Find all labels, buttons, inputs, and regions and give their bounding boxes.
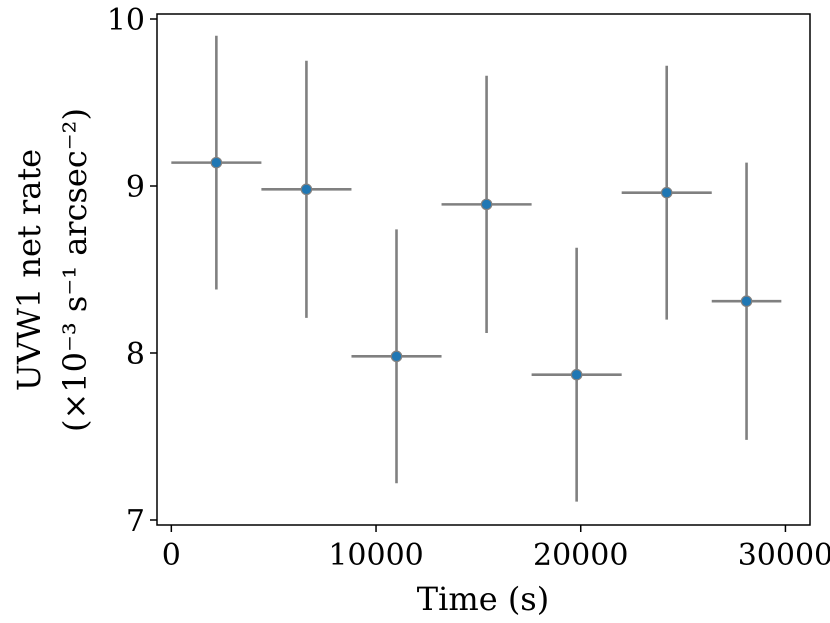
data-point xyxy=(570,368,583,381)
y-tick-label: 8 xyxy=(126,337,145,372)
plot-layer xyxy=(171,35,782,502)
data-point xyxy=(480,198,493,211)
data-point xyxy=(390,350,403,363)
y-axis-title: UVW1 net rate xyxy=(10,149,48,391)
x-tick-label: 0 xyxy=(162,538,181,573)
data-point xyxy=(300,183,313,196)
y-tick-label: 10 xyxy=(107,3,145,38)
axis-layer: 0 10000 20000 30000 7 8 9 10 xyxy=(107,3,830,573)
data-point xyxy=(210,156,223,169)
x-axis-title: Time (s) xyxy=(417,580,549,618)
x-tick-label: 10000 xyxy=(328,538,423,573)
data-point xyxy=(660,186,673,199)
y-tick-label: 9 xyxy=(126,170,145,205)
x-tick-label: 30000 xyxy=(738,538,830,573)
x-tick-label: 20000 xyxy=(533,538,628,573)
plot-frame xyxy=(156,13,811,526)
y-axis-units: (×10⁻³ s⁻¹ arcsec⁻²) xyxy=(56,108,94,432)
data-point xyxy=(740,295,753,308)
y-tick-label: 7 xyxy=(126,504,145,539)
